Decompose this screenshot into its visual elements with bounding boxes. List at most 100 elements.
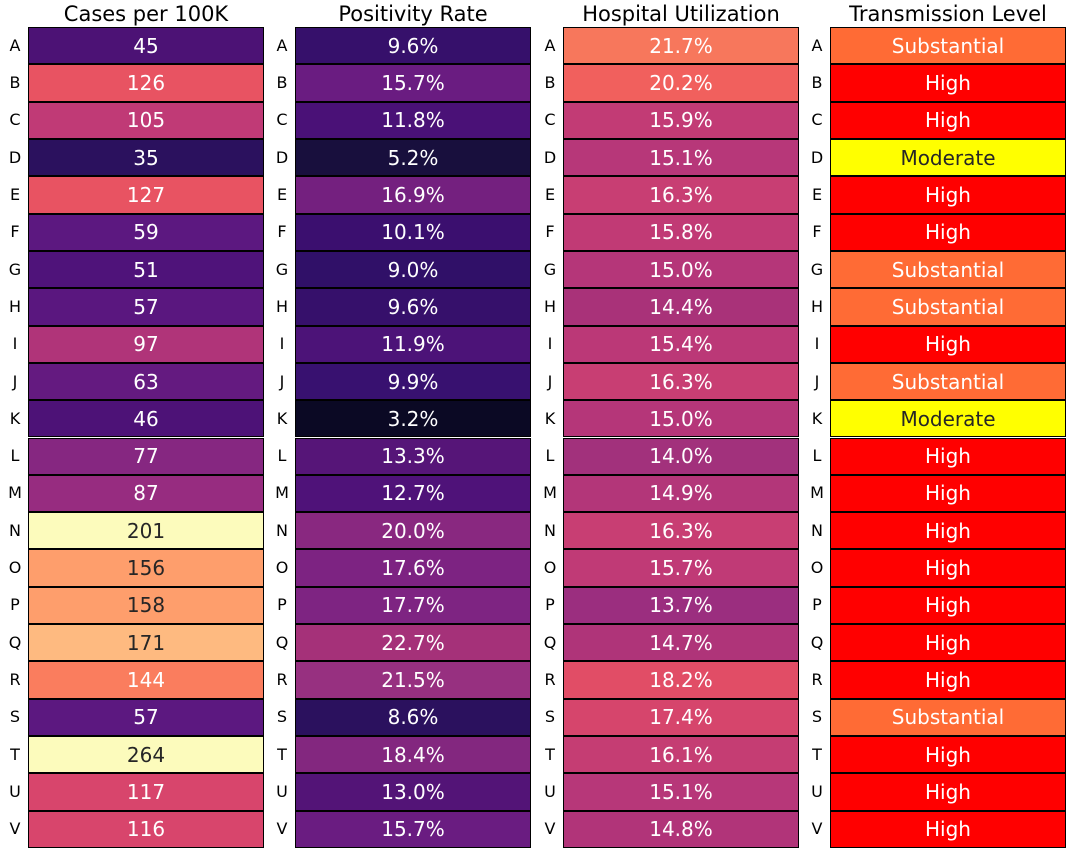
- heatmap-cell: 9.6%: [295, 27, 531, 65]
- heatmap-cell: 14.0%: [563, 437, 799, 475]
- row-label: R: [9, 670, 21, 690]
- row-label: A: [9, 35, 21, 55]
- heatmap-cell: 20.0%: [295, 512, 531, 550]
- row-label: F: [812, 222, 822, 242]
- row-label: T: [545, 744, 555, 764]
- heatmap-cell: High: [830, 325, 1066, 363]
- heatmap-cell: High: [830, 176, 1066, 214]
- row-label: N: [9, 520, 21, 540]
- heatmap-cell: Moderate: [830, 138, 1066, 177]
- row-label: F: [277, 222, 287, 242]
- heatmap-cell: 59: [28, 213, 264, 251]
- row-label: J: [279, 371, 285, 391]
- heatmap-cell: 18.2%: [563, 661, 799, 699]
- row-label: U: [544, 782, 556, 802]
- row-label: D: [810, 147, 824, 167]
- heatmap-cell: 15.0%: [563, 250, 799, 289]
- row-label: R: [544, 670, 556, 690]
- heatmap-cell: High: [830, 474, 1066, 513]
- row-label: C: [276, 110, 288, 130]
- heatmap-cell: Substantial: [830, 288, 1066, 326]
- row-label: E: [544, 184, 556, 204]
- heatmap-cell: 5.2%: [295, 138, 531, 177]
- row-label: J: [547, 371, 553, 391]
- heatmap-cell: 9.9%: [295, 362, 531, 401]
- panel-1: Cases per 100K A 45 B 126 C 105 D 35 E 127 F 59 G 51 H 5…: [8, 0, 264, 856]
- row-label: S: [276, 707, 288, 727]
- heatmap-cell: 35: [28, 138, 264, 177]
- row-label: E: [9, 184, 21, 204]
- heatmap-cell: Substantial: [830, 27, 1066, 65]
- row-label: I: [547, 334, 553, 354]
- heatmap-cell: High: [830, 213, 1066, 251]
- row-label: R: [276, 670, 288, 690]
- heatmap-cell: 9.6%: [295, 288, 531, 326]
- heatmap-cell: 11.8%: [295, 101, 531, 139]
- heatmap-cell: 45: [28, 27, 264, 65]
- row-label: T: [277, 744, 287, 764]
- heatmap-cell: 87: [28, 474, 264, 513]
- row-label: A: [811, 35, 823, 55]
- heatmap-cell: 14.9%: [563, 474, 799, 513]
- heatmap-cell: 12.7%: [295, 474, 531, 513]
- heatmap-cell: 15.7%: [295, 64, 531, 102]
- row-label: O: [275, 558, 289, 578]
- heatmap-cell: 16.1%: [563, 736, 799, 774]
- heatmap-cell: 158: [28, 586, 264, 625]
- heatmap-cell: High: [830, 624, 1066, 662]
- row-label: E: [276, 184, 288, 204]
- heatmap-cell: 15.7%: [295, 810, 531, 848]
- row-label: P: [277, 595, 287, 615]
- row-label: I: [12, 334, 18, 354]
- heatmap-cell: 3.2%: [295, 400, 531, 438]
- row-label: H: [8, 296, 22, 316]
- heatmap-cell: 16.9%: [295, 176, 531, 214]
- heatmap-cell: 14.4%: [563, 288, 799, 326]
- row-label: R: [811, 670, 823, 690]
- row-label: S: [811, 707, 823, 727]
- heatmap-cell: 15.7%: [563, 549, 799, 587]
- row-label: Q: [810, 632, 824, 652]
- row-label: P: [10, 595, 20, 615]
- heatmap-cell: Moderate: [830, 400, 1066, 438]
- row-label: V: [276, 819, 288, 839]
- panel-3: Hospital Utilization A 21.7% B 20.2% C 15.9% D 1…: [543, 0, 799, 856]
- heatmap-cell: 15.8%: [563, 213, 799, 251]
- row-label: H: [275, 296, 289, 316]
- row-label: G: [543, 259, 557, 279]
- row-label: J: [814, 371, 820, 391]
- row-label: E: [811, 184, 823, 204]
- heatmap-cell: 21.5%: [295, 661, 531, 699]
- heatmap-cell: High: [830, 512, 1066, 550]
- row-label: U: [811, 782, 823, 802]
- heatmap-cell: 10.1%: [295, 213, 531, 251]
- row-label: N: [544, 520, 556, 540]
- heatmap-cell: 21.7%: [563, 27, 799, 65]
- row-label: L: [812, 446, 822, 466]
- row-label: K: [544, 408, 556, 428]
- heatmap-cell: 14.7%: [563, 624, 799, 662]
- heatmap-cell: 17.7%: [295, 586, 531, 625]
- heatmap-cell: High: [830, 64, 1066, 102]
- heatmap-cell: High: [830, 101, 1066, 139]
- heatmap-cell: 22.7%: [295, 624, 531, 662]
- panel-title: Cases per 100K: [63, 2, 229, 26]
- heatmap-cell: 46: [28, 400, 264, 438]
- heatmap-cell: 17.6%: [295, 549, 531, 587]
- row-label: K: [811, 408, 823, 428]
- heatmap-cell: 127: [28, 176, 264, 214]
- row-label: U: [276, 782, 288, 802]
- heatmap-cell: 13.3%: [295, 437, 531, 475]
- heatmap-cell: 63: [28, 362, 264, 401]
- row-label: J: [12, 371, 18, 391]
- heatmap-cell: Substantial: [830, 250, 1066, 289]
- row-label: D: [543, 147, 557, 167]
- row-label: P: [545, 595, 555, 615]
- row-label: L: [277, 446, 287, 466]
- panel-4: Transmission Level A Substantial B High C High…: [810, 0, 1066, 856]
- row-label: I: [814, 334, 820, 354]
- row-label: V: [811, 819, 823, 839]
- heatmap-cell: Substantial: [830, 698, 1066, 737]
- heatmap-cell: 15.1%: [563, 138, 799, 177]
